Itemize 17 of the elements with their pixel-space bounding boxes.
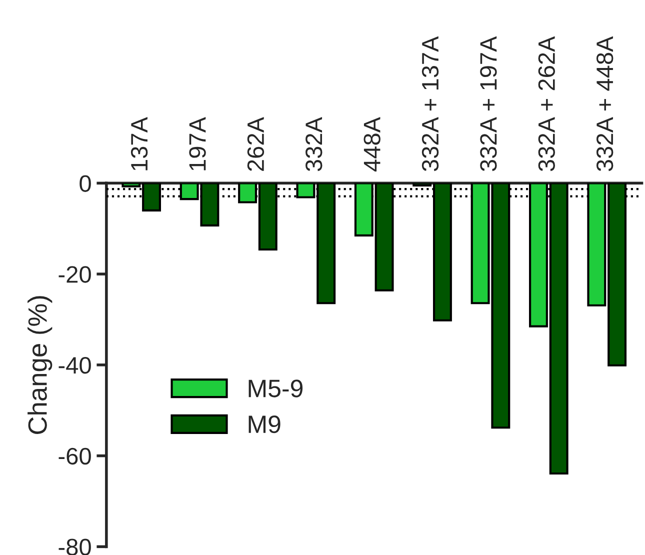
y-tick-label: -20 — [58, 266, 91, 283]
y-tick-label: -80 — [58, 538, 91, 555]
legend-label: M9 — [248, 415, 280, 434]
y-tick-label: -60 — [58, 448, 91, 465]
x-tick-label: 332A + 448A — [596, 36, 614, 172]
x-tick-label: 262A — [247, 116, 264, 171]
legend-label: M5-9 — [248, 380, 303, 398]
y-tick-label: -40 — [58, 356, 91, 374]
y-axis-title: Change (%) — [28, 296, 52, 434]
x-tick-label: 332A + 137A — [422, 36, 439, 172]
x-tick-label: 197A — [189, 116, 206, 170]
x-tick-label: 332A + 197A — [480, 36, 497, 172]
x-tick-label: 137A — [130, 116, 148, 170]
x-tick-label: 332A + 262A — [538, 36, 556, 172]
x-tick-label: 448A — [364, 116, 380, 172]
x-tick-label: 332A — [306, 116, 322, 172]
y-tick-label: 0 — [80, 175, 91, 192]
